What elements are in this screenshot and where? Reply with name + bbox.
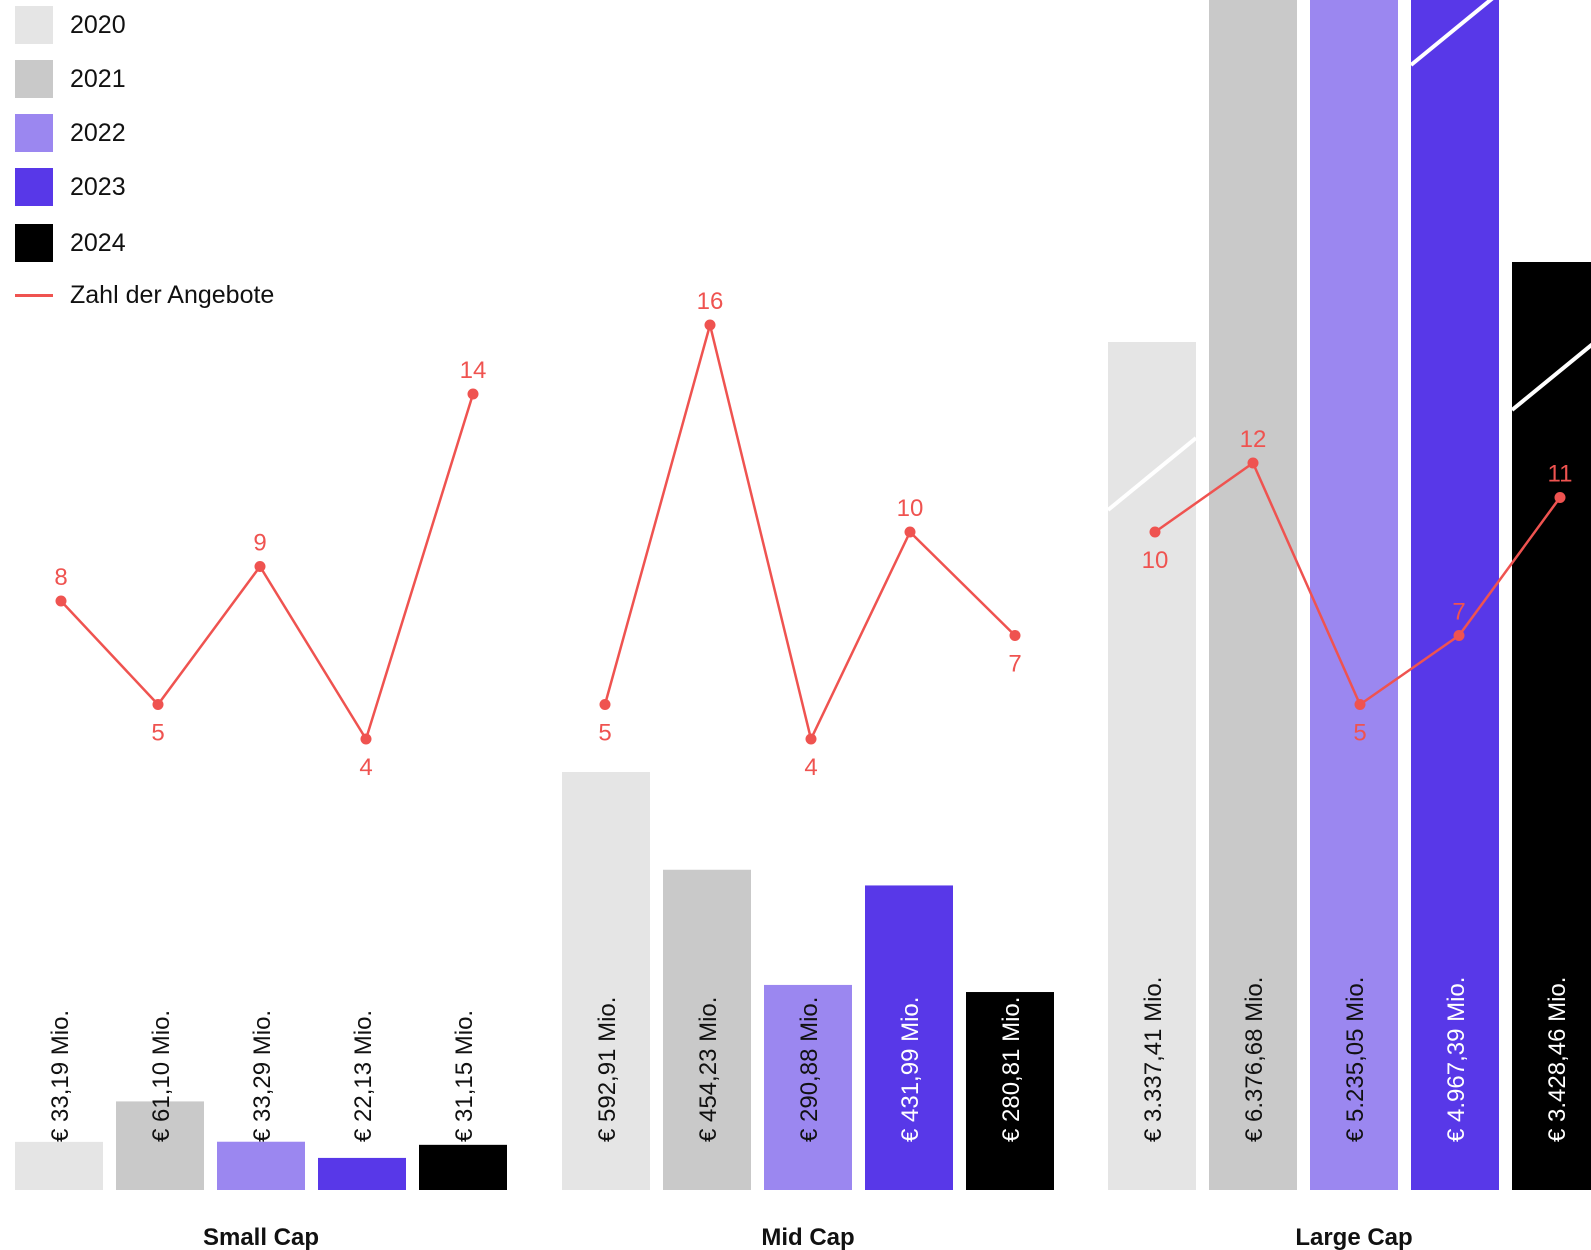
- bar: [663, 869, 751, 1190]
- bar: [1209, 0, 1297, 1190]
- bar: [966, 992, 1054, 1190]
- bar: [419, 1144, 507, 1190]
- legend-swatch: [15, 168, 53, 206]
- line-point: [467, 388, 479, 400]
- line-point: [360, 733, 372, 745]
- legend-item-2021: 2021: [15, 60, 126, 98]
- line-point-label: 10: [1142, 547, 1169, 574]
- legend-swatch: [15, 60, 53, 98]
- legend-label: 2022: [70, 118, 126, 147]
- group-small-cap: € 33,19 Mio. € 61,10 Mio. € 33,29 Mio. € 22…: [15, 357, 507, 1250]
- line-point: [1149, 526, 1161, 538]
- bar: [15, 1141, 103, 1190]
- legend-swatch: [15, 224, 53, 262]
- group-label: Mid Cap: [761, 1224, 854, 1250]
- bar: [1411, 0, 1499, 1190]
- bar-value-label: € 6.376,68 Mio.: [1241, 977, 1268, 1142]
- legend-item-line: Zahl der Angebote: [15, 276, 274, 314]
- bar: [562, 771, 650, 1190]
- bar: [217, 1141, 305, 1190]
- line-point-label: 5: [151, 720, 164, 747]
- scale-break-mark: [1510, 342, 1591, 412]
- line-point: [55, 595, 67, 607]
- legend-item-2022: 2022: [15, 114, 126, 152]
- legend-item-2024: 2024: [15, 224, 126, 262]
- group-mid-cap: € 592,91 Mio. € 454,23 Mio. € 290,88 Mio. €…: [562, 288, 1054, 1250]
- scale-break-mark: [1409, 0, 1494, 67]
- bar: [318, 1157, 406, 1190]
- line-point: [704, 319, 716, 331]
- scale-break-mark: [1106, 436, 1198, 512]
- bar-value-label: € 31,15 Mio.: [451, 1010, 478, 1142]
- line-point-label: 16: [697, 288, 724, 315]
- line-point: [1009, 630, 1021, 641]
- bar-value-label: € 61,10 Mio.: [148, 1010, 175, 1142]
- bar-value-label: € 290,88 Mio.: [796, 997, 823, 1142]
- bar-value-label: € 33,29 Mio.: [249, 1010, 276, 1142]
- bar-value-label: € 3.428,46 Mio.: [1544, 977, 1571, 1142]
- legend-item-2023: 2023: [15, 168, 126, 206]
- bar: [1108, 342, 1196, 1190]
- legend-swatch: [15, 6, 53, 44]
- line-point-label: 4: [359, 754, 372, 781]
- legend-item-2020: 2020: [15, 6, 126, 44]
- bar-value-label: € 22,13 Mio.: [350, 1010, 377, 1142]
- legend-line-swatch: [15, 293, 53, 297]
- line-point-label: 5: [598, 720, 611, 747]
- bar-value-label: € 280,81 Mio.: [998, 997, 1025, 1142]
- line-point-label: 7: [1452, 599, 1465, 626]
- bar: [764, 984, 852, 1190]
- bar-value-label: € 592,91 Mio.: [594, 997, 621, 1142]
- line-point-label: 8: [54, 564, 67, 591]
- bar: [1512, 262, 1591, 1190]
- line-point-label: 5: [1353, 720, 1366, 747]
- line-point-label: 14: [460, 357, 487, 384]
- line-point: [904, 526, 916, 538]
- legend-label: 2020: [70, 10, 126, 39]
- bar: [865, 885, 953, 1190]
- line-point: [254, 561, 266, 572]
- line-point: [1354, 699, 1366, 710]
- line-point: [1453, 630, 1465, 641]
- line-point: [1247, 457, 1259, 469]
- bar: [1310, 0, 1398, 1190]
- line-point: [1554, 492, 1566, 503]
- line-series-path: [60, 393, 475, 743]
- line-point-label: 4: [804, 754, 817, 781]
- bar: [116, 1101, 204, 1190]
- line-point: [805, 733, 817, 745]
- bar-value-label: € 5.235,05 Mio.: [1342, 977, 1369, 1142]
- legend-label: 2023: [70, 172, 126, 201]
- legend-label: Zahl der Angebote: [70, 280, 275, 309]
- group-label: Small Cap: [203, 1224, 319, 1250]
- legend-swatch: [15, 114, 53, 152]
- group-label: Large Cap: [1295, 1224, 1412, 1250]
- bar-value-label: € 33,19 Mio.: [47, 1010, 74, 1142]
- group-large-cap: € 3.337,41 Mio. € 6.376,68 Mio. € 5.235,05…: [1106, 0, 1591, 1250]
- line-series-path: [603, 320, 1016, 743]
- line-point-label: 12: [1240, 426, 1267, 453]
- line-point-label: 9: [253, 530, 266, 557]
- line-point: [152, 699, 164, 710]
- legend-label: 2024: [70, 228, 126, 257]
- line-point-label: 7: [1008, 651, 1021, 678]
- bar-value-label: € 3.337,41 Mio.: [1140, 977, 1167, 1142]
- line-point-label: 10: [897, 495, 924, 522]
- bar-value-label: € 4.967,39 Mio.: [1443, 977, 1470, 1142]
- line-point: [599, 699, 611, 710]
- bar-value-label: € 454,23 Mio.: [695, 997, 722, 1142]
- legend-label: 2021: [70, 64, 126, 93]
- line-point-label: 11: [1548, 461, 1573, 488]
- bar-value-label: € 431,99 Mio.: [897, 997, 924, 1142]
